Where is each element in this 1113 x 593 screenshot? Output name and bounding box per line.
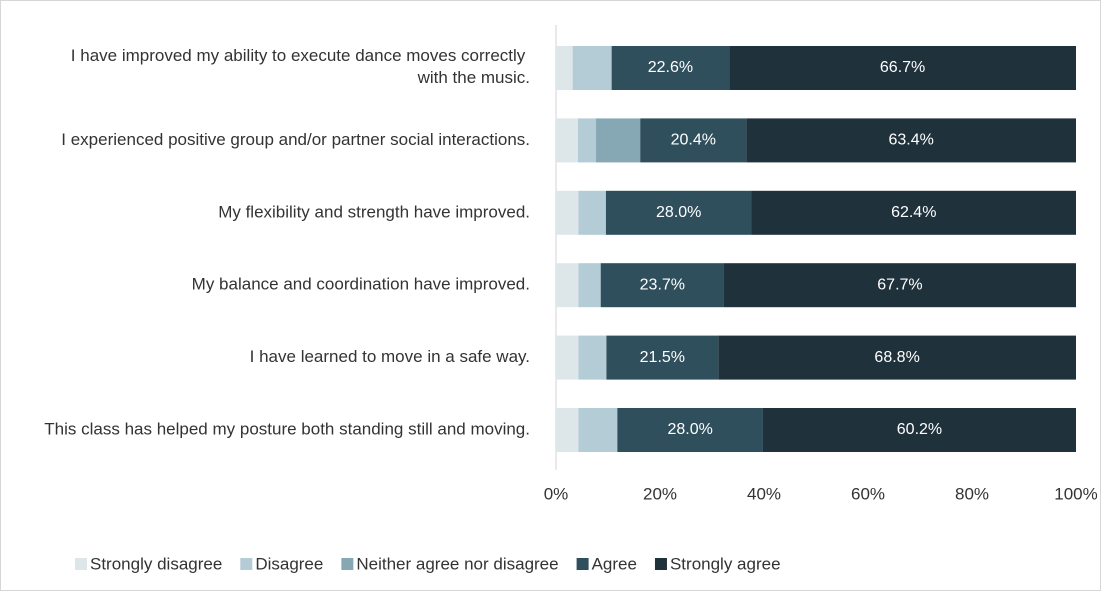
bar-segment: [578, 190, 606, 235]
bar-segment: [556, 118, 578, 163]
value-label: 63.4%: [888, 132, 933, 149]
category-label: I experienced positive group and/or part…: [61, 130, 530, 149]
legend-label: Strongly disagree: [90, 554, 222, 573]
x-tick-label: 20%: [643, 484, 677, 503]
bar-segment: [640, 118, 747, 163]
category-label: I have improved my ability to execute da…: [71, 46, 530, 87]
value-label: 21.5%: [640, 349, 685, 366]
bar-segment: [578, 263, 601, 308]
bar-segment: [606, 335, 719, 380]
legend-swatch: [654, 558, 667, 570]
value-label: 28.0%: [656, 204, 701, 221]
value-label: 67.7%: [877, 276, 922, 293]
value-label: 20.4%: [671, 132, 716, 149]
legend-label: Neither agree nor disagree: [356, 554, 558, 573]
x-tick-label: 80%: [955, 484, 989, 503]
category-label: My balance and coordination have improve…: [192, 275, 530, 294]
legend-label: Strongly agree: [670, 554, 781, 573]
bar-segment: [556, 46, 573, 90]
value-label: 62.4%: [891, 204, 936, 221]
value-label: 68.8%: [874, 349, 919, 366]
legend-label: Disagree: [255, 554, 323, 573]
legend-label: Agree: [592, 554, 637, 573]
value-label: 60.2%: [897, 421, 942, 438]
value-label: 66.7%: [880, 59, 925, 76]
x-tick-label: 100%: [1054, 484, 1097, 503]
legend-swatch: [341, 558, 354, 570]
bar-segment: [729, 46, 1076, 90]
bar-segment: [605, 190, 752, 235]
legend-swatch: [75, 558, 87, 570]
bar-segment: [556, 335, 579, 380]
bar-segment: [556, 408, 579, 452]
category-label: I have learned to move in a safe way.: [250, 347, 530, 366]
bar-segment: [718, 335, 1076, 380]
bar-segment: [596, 118, 641, 163]
value-label: 22.6%: [648, 59, 693, 76]
bar-segment: [746, 118, 1076, 163]
bar-segment: [556, 263, 579, 308]
bar-segment: [578, 408, 618, 452]
x-tick-label: 60%: [851, 484, 885, 503]
legend-swatch: [576, 558, 589, 570]
bar-segment: [723, 263, 1076, 308]
category-label: This class has helped my posture both st…: [44, 419, 530, 438]
value-label: 23.7%: [640, 276, 685, 293]
bar-segment: [577, 118, 597, 163]
x-tick-label: 40%: [747, 484, 781, 503]
x-tick-label: 0%: [544, 484, 569, 503]
bar-segment: [617, 408, 763, 452]
bar-segment: [762, 408, 1076, 452]
bar-segment: [611, 46, 730, 90]
bar-segment: [600, 263, 724, 308]
bar-segment: [578, 335, 607, 380]
bar-segment: [751, 190, 1076, 235]
bar-segment: [572, 46, 612, 90]
category-label: My flexibility and strength have improve…: [218, 202, 530, 221]
value-label: 28.0%: [667, 421, 712, 438]
legend-swatch: [240, 558, 253, 570]
bar-segment: [556, 190, 579, 235]
